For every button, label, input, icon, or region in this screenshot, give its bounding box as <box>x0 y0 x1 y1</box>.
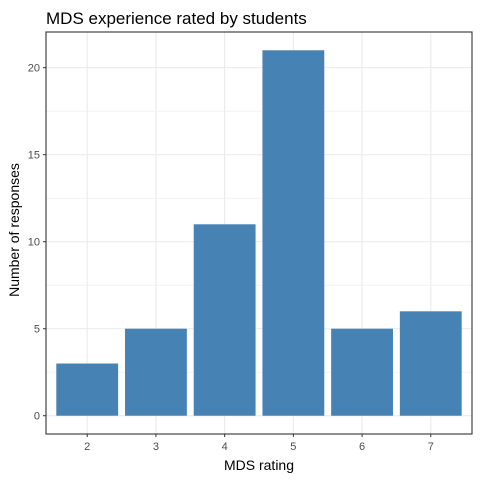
bar-rating-6 <box>331 328 393 416</box>
x-tick-label: 3 <box>153 441 159 453</box>
x-tick-label: 7 <box>428 441 434 453</box>
bar-rating-5 <box>262 50 325 416</box>
x-tick-label: 2 <box>84 441 90 453</box>
bar-rating-3 <box>125 328 187 416</box>
bar-rating-2 <box>56 363 119 416</box>
chart-title: MDS experience rated by students <box>46 9 307 28</box>
bar-rating-4 <box>193 224 256 416</box>
x-tick-label: 5 <box>290 441 296 453</box>
y-tick-label: 5 <box>34 324 40 336</box>
y-tick-label: 20 <box>28 63 40 75</box>
plot-panel-border <box>45 31 473 435</box>
x-tick-label: 4 <box>222 441 228 453</box>
y-tick-label: 0 <box>34 411 40 423</box>
bar-rating-7 <box>399 311 462 416</box>
plot-area: 0 5 10 15 20 2 3 4 5 6 7 <box>28 31 473 453</box>
x-axis-title: MDS rating <box>224 457 294 473</box>
y-tick-label: 15 <box>28 150 40 162</box>
x-tick-label: 6 <box>359 441 365 453</box>
y-tick-label: 10 <box>28 237 40 249</box>
y-axis-title: Number of responses <box>6 163 22 297</box>
